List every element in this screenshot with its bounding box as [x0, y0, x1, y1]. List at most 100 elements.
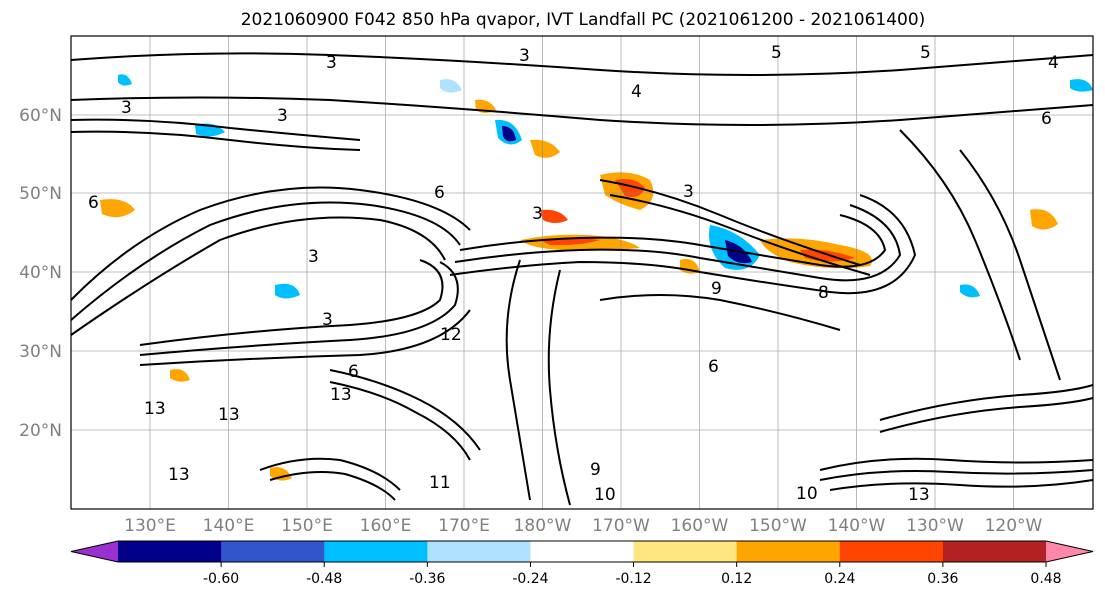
ivt-contour-line	[879, 384, 1094, 421]
ivt-contour-line	[70, 52, 1094, 76]
ivt-contour-line	[505, 259, 531, 501]
colorbar-tick-label: -0.36	[409, 571, 445, 587]
latitude-label: 40°N	[19, 263, 62, 283]
latitude-labels: 60°N 50°N 40°N 30°N 20°N	[19, 106, 62, 441]
ivt-contour-line	[329, 381, 471, 461]
contour-label: 13	[330, 385, 352, 405]
ivt-contour-line	[70, 118, 361, 141]
colorbar-segment	[427, 541, 531, 562]
contour-label: 3	[326, 53, 337, 73]
contour-label: 6	[708, 357, 719, 377]
colorbar-tick-label: -0.48	[306, 571, 342, 587]
ivt-contour-line	[449, 194, 917, 295]
figure-title: 2021060900 F042 850 hPa qvapor, IVT Land…	[241, 10, 926, 30]
ivt-contour-line	[899, 129, 1021, 361]
ivt-contour-line	[599, 294, 841, 331]
colorbar-extend-low	[71, 541, 118, 562]
ivt-contour-line	[70, 130, 361, 151]
latitude-label: 30°N	[19, 342, 62, 362]
ivt-contour-line	[139, 309, 471, 366]
contour-label: 10	[796, 484, 818, 504]
contour-label: 13	[908, 485, 930, 505]
longitude-label: 130°W	[906, 516, 964, 536]
ivt-contour-line	[269, 471, 396, 501]
ivt-contour-line	[547, 269, 571, 506]
colorbar-segment	[118, 541, 222, 562]
colorbar-extend-high	[1046, 541, 1093, 562]
contour-label: 5	[920, 43, 931, 63]
colorbar-tick-label: 0.12	[721, 571, 752, 587]
map-panel: 3 3 3 3 3 3 4 4 5 5 6 6 6 6 3 6 3 8 9 10…	[70, 35, 1094, 510]
ivt-contour-line	[70, 186, 471, 301]
latitude-label: 20°N	[19, 421, 62, 441]
colorbar-segment	[530, 541, 635, 562]
ivt-contour-line	[70, 96, 1094, 126]
contour-label: 6	[1041, 109, 1052, 129]
contour-label: 5	[771, 43, 782, 63]
negative-anomaly-shape	[440, 79, 462, 93]
colorbar-tick-label: -0.24	[512, 571, 548, 587]
contour-label: 8	[818, 283, 829, 303]
ivt-contour-line	[819, 457, 1094, 471]
ivt-contours	[70, 52, 1094, 506]
contour-label: 9	[711, 279, 722, 299]
contour-label: 3	[277, 106, 288, 126]
ivt-contour-line	[454, 204, 902, 282]
contour-labels: 3 3 3 3 3 3 4 4 5 5 6 6 6 6 3 6 3 8 9 10…	[88, 43, 1059, 505]
map-background	[71, 36, 1093, 509]
gridlines	[71, 36, 1093, 509]
contour-label: 6	[434, 183, 445, 203]
colorbar-tick-label: 0.48	[1030, 571, 1061, 587]
contour-label: 13	[218, 405, 240, 425]
ivt-contour-line	[139, 261, 459, 356]
qvapor-anomaly-shading	[100, 74, 1093, 481]
longitude-label: 170°E	[438, 516, 490, 536]
contour-label: 10	[594, 485, 616, 505]
positive-anomaly-shape	[170, 369, 190, 382]
longitude-label: 120°W	[985, 516, 1043, 536]
negative-anomaly-shape	[1070, 79, 1093, 92]
ivt-contour-line	[599, 179, 861, 266]
colorbar-segment	[324, 541, 428, 562]
longitude-label: 160°W	[671, 516, 729, 536]
contour-label: 3	[121, 98, 132, 118]
longitude-label: 150°W	[749, 516, 807, 536]
ivt-contour-line	[819, 469, 1094, 481]
ivt-contour-line	[70, 216, 446, 336]
positive-anomaly-shape	[540, 209, 568, 223]
contour-label: 3	[532, 204, 543, 224]
positive-anomaly-shape	[1030, 209, 1058, 230]
ivt-contour-line	[879, 397, 1094, 433]
longitude-label: 140°W	[828, 516, 886, 536]
contour-label: 12	[440, 325, 462, 345]
positive-anomaly-shape	[530, 139, 560, 158]
contour-label: 13	[144, 399, 166, 419]
ivt-contour-line	[259, 457, 401, 491]
longitude-label: 170°W	[592, 516, 650, 536]
contour-label: 3	[683, 182, 694, 202]
colorbar-segment	[839, 541, 944, 562]
colorbar-tick-label: -0.60	[203, 571, 239, 587]
negative-anomaly-shape	[960, 284, 980, 298]
ivt-contour-line	[70, 201, 461, 321]
ivt-contour-line	[829, 479, 1094, 491]
longitude-label: 160°E	[360, 516, 412, 536]
map-frame	[70, 35, 1094, 510]
contour-label: 3	[322, 310, 333, 330]
longitude-label: 130°E	[124, 516, 176, 536]
latitude-label: 60°N	[19, 106, 62, 126]
positive-anomaly-shape	[100, 199, 135, 218]
contour-label: 6	[348, 362, 359, 382]
longitude-labels: 130°E 140°E 150°E 160°E 170°E 180°W 170°W 160°W…	[124, 516, 1042, 536]
positive-anomaly-shape	[270, 467, 292, 481]
colorbar-tick-label: -0.12	[615, 571, 651, 587]
negative-anomaly-shape	[118, 74, 132, 86]
colorbar-segment	[736, 541, 841, 562]
ivt-contour-line	[459, 214, 887, 268]
negative-anomaly-shape	[502, 126, 516, 142]
colorbar: -0.60 -0.48 -0.36 -0.24 -0.12 0.12 0.24 0.36 0.4…	[70, 540, 1094, 587]
contour-label: 11	[429, 473, 451, 493]
contour-label: 6	[88, 193, 99, 213]
contour-label: 3	[308, 247, 319, 267]
